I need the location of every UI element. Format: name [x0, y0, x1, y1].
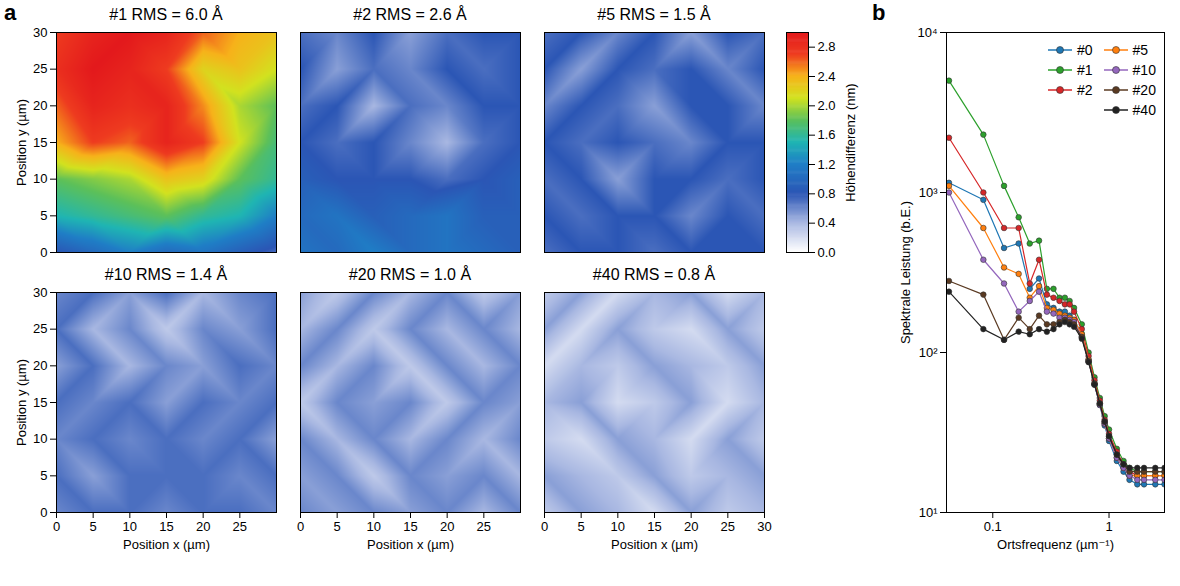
html-text:b: b [872, 0, 886, 25]
html-text:#40: #40 [1132, 102, 1156, 118]
svg-text:25: 25 [33, 61, 47, 76]
svg-text:2.8: 2.8 [818, 39, 836, 54]
svg-text:0: 0 [53, 519, 60, 534]
svg-text:30: 30 [757, 519, 771, 534]
svg-text:2.4: 2.4 [818, 69, 836, 84]
svg-text:0: 0 [297, 519, 304, 534]
svg-text:10: 10 [33, 171, 47, 186]
svg-text:25: 25 [477, 519, 491, 534]
svg-text:10: 10 [611, 519, 625, 534]
svg-text:Spektrale Leistung (b.E.): Spektrale Leistung (b.E.) [898, 201, 913, 344]
svg-text:25: 25 [721, 519, 735, 534]
svg-text:15: 15 [33, 135, 47, 150]
svg-text:25: 25 [33, 321, 47, 336]
svg-text:15: 15 [159, 519, 173, 534]
svg-text:1.6: 1.6 [818, 127, 836, 142]
svg-text:15: 15 [33, 395, 47, 410]
svg-text:20: 20 [196, 519, 210, 534]
svg-text:30: 30 [33, 285, 47, 300]
html-text:#1 RMS = 6.0 Å: #1 RMS = 6.0 Å [109, 6, 223, 23]
svg-text:0: 0 [40, 505, 47, 520]
html-text:#10 RMS = 1.4 Å: #10 RMS = 1.4 Å [104, 266, 228, 283]
svg-text:5: 5 [334, 519, 341, 534]
svg-text:10³: 10³ [919, 185, 938, 200]
svg-text:5: 5 [40, 208, 47, 223]
svg-text:10: 10 [123, 519, 137, 534]
svg-text:10¹: 10¹ [919, 505, 938, 520]
svg-text:15: 15 [403, 519, 417, 534]
svg-text:20: 20 [684, 519, 698, 534]
svg-text:Position y (µm): Position y (µm) [14, 99, 29, 186]
svg-text:0.4: 0.4 [818, 215, 836, 230]
html-text:#0: #0 [1077, 42, 1093, 58]
svg-text:5: 5 [578, 519, 585, 534]
svg-text:25: 25 [233, 519, 247, 534]
svg-text:10⁴: 10⁴ [917, 25, 937, 40]
svg-text:1: 1 [1105, 519, 1112, 534]
svg-text:10: 10 [367, 519, 381, 534]
svg-text:Position x (µm): Position x (µm) [367, 537, 454, 552]
svg-text:1.2: 1.2 [818, 157, 836, 172]
html-text:a: a [4, 0, 17, 25]
svg-text:30: 30 [33, 25, 47, 40]
svg-text:Position x (µm): Position x (µm) [611, 537, 698, 552]
svg-text:0: 0 [541, 519, 548, 534]
html-text:#20 RMS = 1.0 Å: #20 RMS = 1.0 Å [348, 266, 472, 283]
svg-text:5: 5 [40, 468, 47, 483]
svg-text:20: 20 [33, 98, 47, 113]
svg-text:0.0: 0.0 [818, 245, 836, 260]
html-text:#5: #5 [1132, 42, 1149, 58]
svg-text:5: 5 [90, 519, 97, 534]
html-text:#2 RMS = 2.6 Å: #2 RMS = 2.6 Å [353, 6, 467, 23]
html-text:#20: #20 [1132, 82, 1156, 98]
html-text:#10: #10 [1132, 62, 1156, 78]
svg-text:Position y (µm): Position y (µm) [14, 359, 29, 446]
svg-text:10²: 10² [919, 345, 938, 360]
svg-text:0: 0 [40, 245, 47, 260]
svg-text:0.8: 0.8 [818, 186, 836, 201]
svg-text:Position x (µm): Position x (µm) [123, 537, 210, 552]
svg-text:Höhendifferenz (nm): Höhendifferenz (nm) [843, 83, 858, 201]
html-text:#40 RMS = 0.8 Å: #40 RMS = 0.8 Å [592, 266, 716, 283]
svg-text:2.0: 2.0 [818, 98, 836, 113]
html-text:#1: #1 [1077, 62, 1093, 78]
svg-text:15: 15 [647, 519, 661, 534]
html-text:#2: #2 [1077, 82, 1093, 98]
html-text:#5 RMS = 1.5 Å: #5 RMS = 1.5 Å [597, 6, 711, 23]
svg-text:Ortsfrequenz (µm⁻¹): Ortsfrequenz (µm⁻¹) [997, 537, 1114, 552]
svg-text:10: 10 [33, 431, 47, 446]
svg-text:20: 20 [33, 358, 47, 373]
svg-text:20: 20 [440, 519, 454, 534]
svg-text:0.1: 0.1 [984, 519, 1002, 534]
